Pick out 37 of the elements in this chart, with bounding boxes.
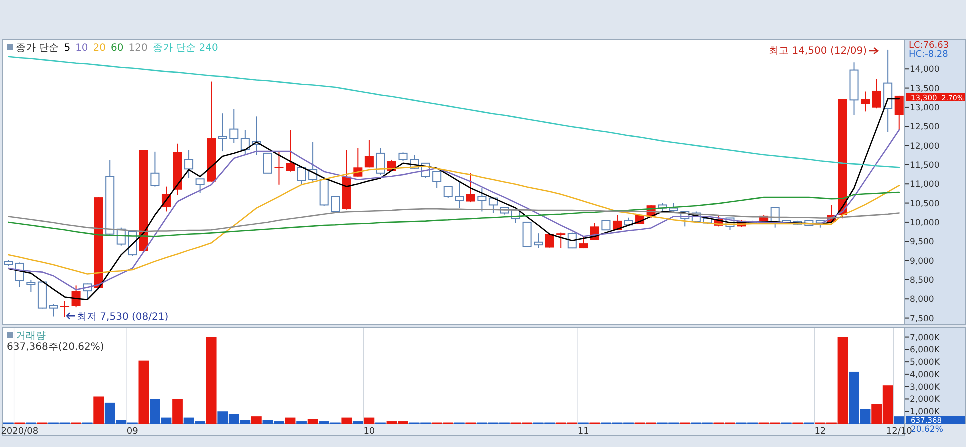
y-tick-label: 11,500 xyxy=(910,160,940,171)
y-tick-label: 12,000 xyxy=(910,142,940,152)
x-tick-label: 09 xyxy=(126,427,139,437)
annotation: 최저 7,530 (08/21) xyxy=(77,312,169,324)
y-tick-label: 1,000K xyxy=(910,408,940,418)
y-tick-label: 13,500 xyxy=(910,84,940,94)
series-label: 종가 단순 240 xyxy=(152,43,218,54)
y-tick-label: 9,500 xyxy=(910,238,934,248)
x-tick-label: 12/10 xyxy=(886,427,913,437)
annotation: 최고 14,500 (12/09) xyxy=(769,46,868,57)
x-tick-label: 11 xyxy=(578,427,590,437)
x-tick-label: 10 xyxy=(364,427,376,437)
y-tick-label: 6,000K xyxy=(910,346,940,356)
annotation: 637,368주(20.62%) xyxy=(7,342,104,353)
y-tick-label: 10,000 xyxy=(910,218,940,228)
y-tick-label: 11,000 xyxy=(910,180,940,190)
y-tick-label: 5,000K xyxy=(910,358,940,368)
y-tick-label: 4,000K xyxy=(910,370,940,380)
y-tick-label: 2,000K xyxy=(910,395,940,406)
legend-title: 종가 단순 xyxy=(16,43,60,54)
legend: 종가 단순 5 10 20 60 120 종가 단순 240 xyxy=(7,43,218,54)
text: LC:76.63 xyxy=(909,41,950,51)
y-tick-label: 8,000 xyxy=(910,295,934,306)
y-tick-label: 10,500 xyxy=(910,199,940,210)
y-tick-label: 8,500 xyxy=(910,276,934,286)
legend: 거래량 xyxy=(7,331,46,342)
y-tick-label: 12,500 xyxy=(910,122,940,133)
y-tick-label: 14,000 xyxy=(910,65,940,76)
text: 20.62% xyxy=(911,425,944,435)
text: HC:-8.28 xyxy=(909,50,949,60)
y-tick-label: 3,000K xyxy=(910,382,940,393)
x-tick-label: 2020/08 xyxy=(1,427,39,437)
y-tick-label: 9,000 xyxy=(910,256,934,267)
y-tick-label: 13,000 xyxy=(910,103,940,114)
y-tick-label: 7,000K xyxy=(910,333,940,344)
y-tick-label: 7,500 xyxy=(910,314,934,324)
x-tick-label: 12 xyxy=(814,427,826,437)
